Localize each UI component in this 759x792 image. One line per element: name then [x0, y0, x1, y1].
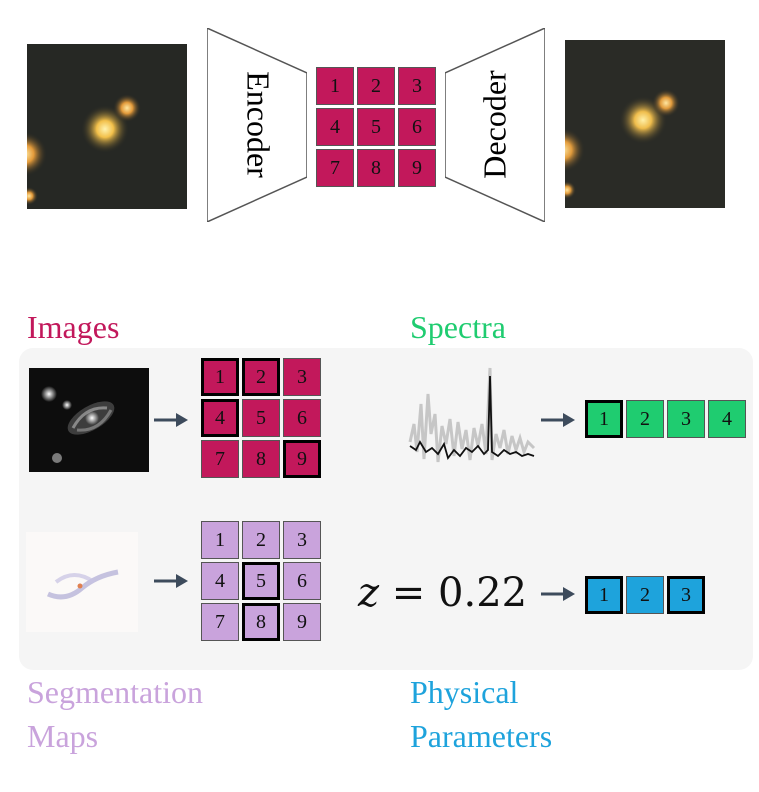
image-token: 9 [283, 440, 321, 478]
image-token: 6 [283, 399, 321, 437]
segmentation-map-image [26, 532, 138, 632]
spectrum-token-row: 1 2 3 4 [585, 400, 746, 438]
segmentation-token: 3 [283, 521, 321, 559]
image-token: 4 [201, 399, 239, 437]
spectrum-plot [408, 364, 538, 484]
redshift-variable: z [358, 570, 380, 616]
segmentation-token: 1 [201, 521, 239, 559]
spectra-label: Spectra [410, 309, 506, 345]
parameter-token: 2 [626, 576, 664, 614]
spectrum-token: 4 [708, 400, 746, 438]
image-token: 8 [242, 440, 280, 478]
image-token: 2 [242, 358, 280, 396]
segmentation-token: 5 [242, 562, 280, 600]
images-label: Images [27, 309, 120, 345]
spectrum-token: 1 [585, 400, 623, 438]
input-galaxy-image [27, 44, 187, 209]
parameter-token-row: 1 2 3 [585, 576, 705, 614]
segmentation-label-line2: Maps [27, 718, 99, 754]
arrow-icon [541, 585, 577, 608]
latent-token: 6 [398, 108, 436, 146]
redshift-equation: z = 0.22 [358, 570, 527, 616]
parameter-token: 1 [585, 576, 623, 614]
segmentation-token: 6 [283, 562, 321, 600]
reconstructed-galaxy-image [565, 40, 725, 208]
segmentation-token: 7 [201, 603, 239, 641]
latent-token: 5 [357, 108, 395, 146]
segmentation-token-grid: 1 2 3 4 5 6 7 8 9 [201, 521, 321, 641]
segmentation-label-line1: Segmentation [27, 674, 203, 710]
encoder-label: Encoder [240, 71, 277, 178]
latent-token: 2 [357, 67, 395, 105]
latent-token-grid: 1 2 3 4 5 6 7 8 9 [316, 67, 436, 187]
image-token: 1 [201, 358, 239, 396]
image-token: 3 [283, 358, 321, 396]
spectrum-token: 2 [626, 400, 664, 438]
image-token: 7 [201, 440, 239, 478]
latent-token: 1 [316, 67, 354, 105]
image-token-grid: 1 2 3 4 5 6 7 8 9 [201, 358, 321, 478]
spectrum-token: 3 [667, 400, 705, 438]
arrow-icon [154, 411, 190, 434]
physical-parameters-label: Physical Parameters [410, 670, 552, 758]
physical-label-line1: Physical [410, 674, 519, 710]
redshift-value: = 0.22 [379, 570, 528, 616]
parameter-token: 3 [667, 576, 705, 614]
segmentation-label: Segmentation Maps [27, 670, 203, 758]
image-token: 5 [242, 399, 280, 437]
latent-token: 3 [398, 67, 436, 105]
physical-label-line2: Parameters [410, 718, 553, 754]
latent-token: 8 [357, 149, 395, 187]
arrow-icon [154, 572, 190, 595]
segmentation-token: 9 [283, 603, 321, 641]
latent-token: 7 [316, 149, 354, 187]
decoder-label: Decoder [476, 70, 513, 179]
segmentation-token: 2 [242, 521, 280, 559]
segmentation-token: 8 [242, 603, 280, 641]
latent-token: 9 [398, 149, 436, 187]
spiral-galaxy-image [29, 368, 149, 472]
latent-token: 4 [316, 108, 354, 146]
segmentation-token: 4 [201, 562, 239, 600]
arrow-icon [541, 411, 577, 434]
